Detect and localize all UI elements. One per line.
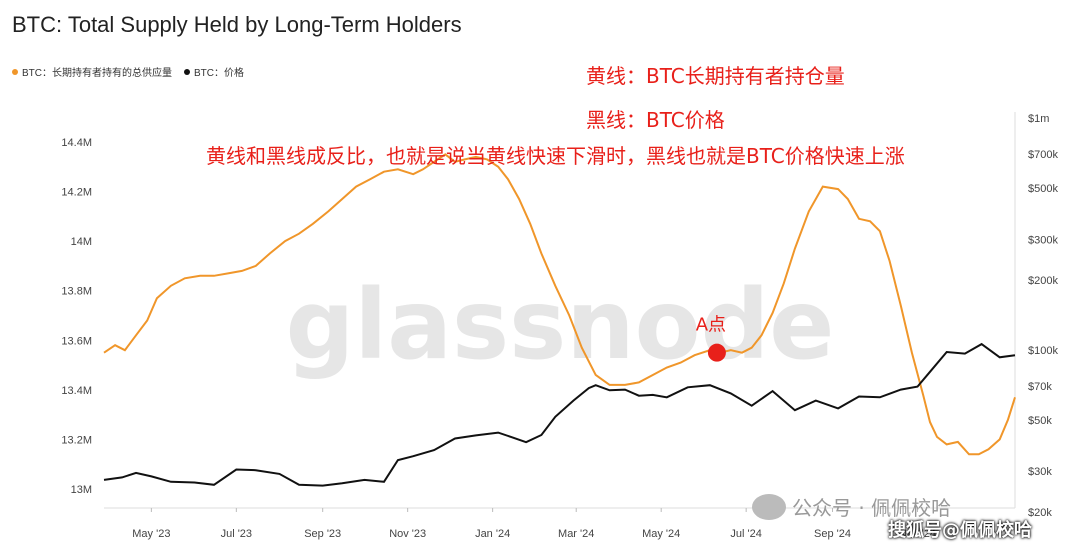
footer-wechat-text: 公众号 · 佩佩校哈 bbox=[792, 496, 952, 520]
y-right-axis: $1m $700k $500k $300k $200k $100k $70k $50k $30k… bbox=[1028, 113, 1058, 519]
chart-title: BTC: Total Supply Held by Long-Term Hold… bbox=[12, 12, 462, 37]
annotation-inverse-relation: 黄线和黑线成反比，也就是说当黄线快速下滑时，黑线也就是BTC价格快速上涨 bbox=[206, 144, 905, 168]
annotation-point-a bbox=[707, 343, 726, 362]
y-right-tick-label: $300k bbox=[1028, 234, 1058, 246]
x-tick-label: Nov '23 bbox=[389, 528, 426, 540]
annotation-black-line: 黑线：BTC价格 bbox=[586, 108, 725, 132]
watermark-text: glassnode bbox=[286, 269, 835, 381]
x-tick-label: Jul '23 bbox=[221, 528, 252, 540]
x-tick-label: Mar '24 bbox=[558, 528, 594, 540]
y-right-tick-label: $30k bbox=[1028, 466, 1052, 478]
annotation-yellow-line: 黄线：BTC长期持有者持仓量 bbox=[586, 64, 845, 88]
legend-dot-icon bbox=[184, 68, 190, 75]
y-left-tick-label: 13.4M bbox=[61, 385, 92, 397]
legend-label: BTC：价格 bbox=[194, 68, 244, 79]
y-right-tick-label: $200k bbox=[1028, 275, 1058, 287]
y-right-tick-label: $100k bbox=[1028, 345, 1058, 357]
legend-item-btc-price[interactable]: BTC：价格 bbox=[184, 64, 244, 79]
annotation-a-label: A点 bbox=[696, 315, 726, 336]
y-left-tick-label: 14.4M bbox=[61, 137, 92, 149]
y-left-axis: 13M 13.2M 13.4M 13.6M 13.8M 14M 14.2M 14.4M bbox=[61, 137, 92, 496]
y-right-tick-label: $700k bbox=[1028, 149, 1058, 161]
x-tick-label: Nov '24 bbox=[899, 528, 936, 540]
y-left-tick-label: 13.6M bbox=[61, 335, 92, 347]
y-left-tick-label: 14M bbox=[71, 236, 92, 248]
y-right-tick-label: $20k bbox=[1028, 507, 1052, 519]
x-tick-label: Jan '24 bbox=[475, 528, 510, 540]
x-tick-label: Sep '24 bbox=[814, 528, 851, 540]
y-left-tick-label: 13.8M bbox=[61, 286, 92, 298]
wechat-icon bbox=[752, 493, 786, 520]
footer-account: 搜狐号@佩佩校哈 bbox=[888, 520, 1032, 541]
legend-dot-icon bbox=[12, 68, 18, 75]
x-tick-label: May '23 bbox=[132, 528, 170, 540]
x-tick-label: Jul '24 bbox=[730, 528, 761, 540]
series-line-lth-supply bbox=[103, 153, 1016, 456]
x-tick-label: May '24 bbox=[642, 528, 680, 540]
y-left-tick-label: 13M bbox=[71, 484, 92, 496]
y-right-tick-label: $70k bbox=[1028, 381, 1052, 393]
y-right-tick-label: $500k bbox=[1028, 183, 1058, 195]
y-right-tick-label: $1m bbox=[1028, 113, 1049, 125]
legend: BTC：长期持有者持有的总供应量 BTC：价格 bbox=[12, 64, 244, 79]
x-axis: May '23 Jul '23 Sep '23 Nov '23 Jan '24 Mar '… bbox=[132, 508, 936, 540]
legend-label: BTC：长期持有者持有的总供应量 bbox=[22, 68, 172, 79]
legend-item-lth-supply[interactable]: BTC：长期持有者持有的总供应量 bbox=[12, 64, 172, 79]
y-left-tick-label: 13.2M bbox=[61, 434, 92, 446]
y-right-tick-label: $50k bbox=[1028, 415, 1052, 427]
footer-wechat: 公众号 · 佩佩校哈 bbox=[752, 492, 951, 521]
series-line-btc-price bbox=[103, 342, 1016, 487]
y-left-tick-label: 14.2M bbox=[61, 187, 92, 199]
x-tick-label: Sep '23 bbox=[304, 528, 341, 540]
